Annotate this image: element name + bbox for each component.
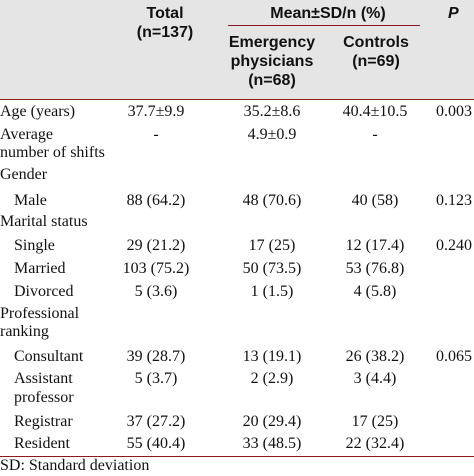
- cell-total-age: 37.7±9.9: [127, 103, 185, 120]
- cell-controls-age: 40.4±10.5: [342, 103, 408, 120]
- row-label-male: Male: [14, 192, 47, 209]
- row-label-resident: Resident: [14, 435, 70, 452]
- row-label-ranking-line2: ranking: [0, 323, 49, 340]
- cell-emergency-consultant: 13 (19.1): [242, 348, 302, 365]
- cell-emergency-shifts: 4.9±0.9: [247, 126, 297, 143]
- cell-total-assistant: 5 (3.7): [134, 370, 178, 387]
- header-controls-label: Controls: [343, 34, 409, 51]
- cell-emergency-assistant: 2 (2.9): [250, 370, 294, 387]
- cell-emergency-married: 50 (73.5): [242, 260, 302, 277]
- cell-emergency-registrar: 20 (29.4): [242, 413, 302, 430]
- row-label-single: Single: [14, 237, 55, 254]
- cell-emergency-age: 35.2±8.6: [243, 103, 301, 120]
- cell-controls-shifts: -: [372, 126, 378, 143]
- header-total-n: (n=137): [136, 24, 194, 41]
- cell-p-male: 0.123: [436, 192, 472, 209]
- header-group: Mean±SD/n (%): [270, 5, 386, 22]
- cell-emergency-resident: 33 (48.5): [242, 435, 302, 452]
- cell-p-single: 0.240: [436, 237, 472, 254]
- cell-controls-assistant: 3 (4.4): [353, 370, 397, 387]
- row-label-assistant-line2: professor: [14, 389, 74, 406]
- row-label-registrar: Registrar: [14, 413, 73, 430]
- row-label-consultant: Consultant: [14, 348, 84, 365]
- cell-total-registrar: 37 (27.2): [126, 413, 186, 430]
- cell-emergency-single: 17 (25): [248, 237, 296, 254]
- cell-total-male: 88 (64.2): [126, 192, 186, 209]
- header-bottom-rule: [0, 99, 474, 100]
- table-footnote: SD: Standard deviation: [0, 457, 150, 474]
- cell-total-resident: 55 (40.4): [126, 435, 186, 452]
- cell-p-consultant: 0.065: [436, 348, 472, 365]
- cell-total-single: 29 (21.2): [126, 237, 186, 254]
- header-total: Total (n=137): [120, 4, 210, 42]
- row-label-shifts-line1: Average: [0, 126, 53, 143]
- cell-controls-resident: 22 (32.4): [345, 435, 405, 452]
- cell-controls-male: 40 (58): [351, 192, 399, 209]
- cell-emergency-male: 48 (70.6): [242, 192, 302, 209]
- cell-controls-single: 12 (17.4): [345, 237, 405, 254]
- cell-controls-registrar: 17 (25): [351, 413, 399, 430]
- header-emergency-n: (n=68): [248, 72, 296, 89]
- cell-controls-married: 53 (76.8): [345, 260, 405, 277]
- table-header: [0, 0, 474, 99]
- header-controls-n: (n=69): [352, 53, 400, 70]
- cell-total-married: 103 (75.2): [122, 260, 190, 277]
- header-emergency: Emergency physicians (n=68): [222, 33, 322, 90]
- header-group-rule: [228, 25, 420, 26]
- row-label-married: Married: [14, 260, 66, 277]
- cell-controls-divorced: 4 (5.8): [353, 283, 397, 300]
- cell-total-shifts: -: [153, 126, 159, 143]
- row-label-divorced: Divorced: [14, 283, 74, 300]
- row-label-shifts-line2: number of shifts: [0, 144, 105, 161]
- header-emergency-line1: Emergency: [228, 34, 316, 51]
- cell-emergency-divorced: 1 (1.5): [250, 283, 294, 300]
- cell-p-age: 0.003: [436, 103, 472, 120]
- row-label-age: Age (years): [0, 103, 76, 120]
- header-total-label: Total: [146, 5, 184, 22]
- row-label-marital: Marital status: [0, 213, 88, 230]
- cell-total-consultant: 39 (28.7): [126, 348, 186, 365]
- header-p: P: [448, 5, 459, 22]
- row-label-gender: Gender: [0, 166, 48, 183]
- cell-controls-consultant: 26 (38.2): [345, 348, 405, 365]
- cell-total-divorced: 5 (3.6): [134, 283, 178, 300]
- row-label-ranking-line1: Professional: [0, 305, 80, 322]
- row-label-assistant-line1: Assistant: [14, 370, 73, 387]
- header-emergency-line2: physicians: [230, 53, 314, 70]
- table-bottom-rule: [0, 456, 474, 457]
- header-controls: Controls (n=69): [328, 33, 424, 71]
